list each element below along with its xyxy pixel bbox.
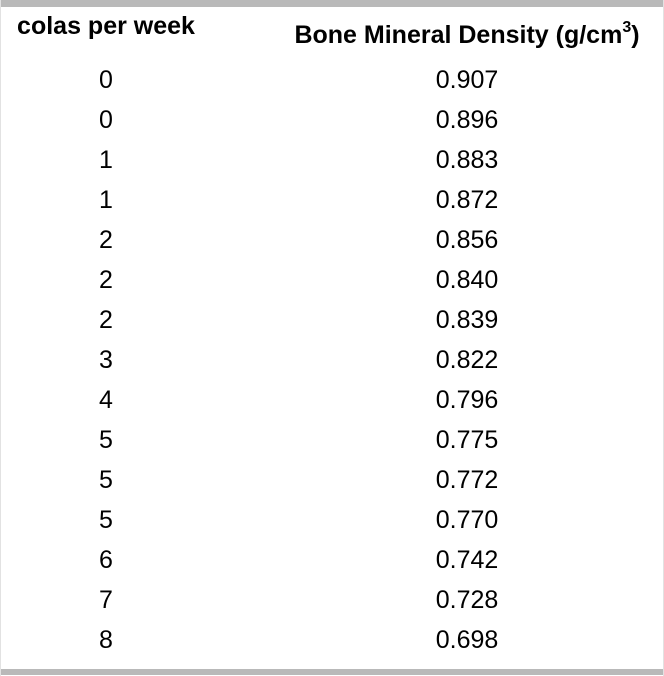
colas-per-week-value: 5 (99, 425, 113, 454)
bone-mineral-density-value: 0.698 (435, 625, 499, 654)
table-row: 7 0.728 (1, 580, 663, 620)
table-row: 2 0.856 (1, 220, 663, 260)
colas-per-week-value: 2 (99, 225, 113, 254)
bone-mineral-density-value: 0.883 (435, 145, 499, 174)
bone-mineral-density-value: 0.796 (435, 385, 499, 414)
table-body: 0 0.907 0 0.896 1 0.883 1 0.872 2 0.856 2 0.840 2 0.8… (1, 60, 663, 660)
table-row: 1 0.883 (1, 140, 663, 180)
bone-mineral-density-value: 0.839 (435, 305, 499, 334)
table-row: 3 0.822 (1, 340, 663, 380)
table-row: 1 0.872 (1, 180, 663, 220)
bottom-border-bar (1, 669, 663, 675)
table-row: 5 0.770 (1, 500, 663, 540)
header-row: colas per week Bone Mineral Density (g/c… (1, 7, 663, 60)
colas-per-week-value: 0 (99, 105, 113, 134)
colas-per-week-value: 8 (99, 625, 113, 654)
data-table: colas per week Bone Mineral Density (g/c… (1, 7, 663, 660)
bone-mineral-density-value: 0.872 (435, 185, 499, 214)
colas-per-week-label: colas per week (17, 12, 195, 40)
colas-per-week-value: 4 (99, 385, 113, 414)
table-row: 0 0.896 (1, 100, 663, 140)
colas-per-week-value: 7 (99, 585, 113, 614)
table-row: 5 0.775 (1, 420, 663, 460)
bone-mineral-density-value: 0.775 (435, 425, 499, 454)
table-row: 0 0.907 (1, 60, 663, 100)
bone-mineral-density-value: 0.907 (435, 65, 499, 94)
colas-per-week-value: 3 (99, 345, 113, 374)
column-header-colas-per-week: colas per week (1, 7, 211, 60)
bone-mineral-density-value: 0.742 (435, 545, 499, 574)
bmd-label-suffix: ) (631, 21, 640, 49)
table-header: colas per week Bone Mineral Density (g/c… (1, 7, 663, 60)
bmd-label-prefix: Bone Mineral Density (g/cm (294, 21, 623, 49)
table-row: 6 0.742 (1, 540, 663, 580)
bone-mineral-density-value: 0.840 (435, 265, 499, 294)
column-header-bone-mineral-density: Bone Mineral Density (g/cm3) (211, 7, 663, 60)
bone-mineral-density-value: 0.822 (435, 345, 499, 374)
table-row: 2 0.840 (1, 260, 663, 300)
table-row: 4 0.796 (1, 380, 663, 420)
table-row: 8 0.698 (1, 620, 663, 660)
table-row: 2 0.839 (1, 300, 663, 340)
bone-mineral-density-value: 0.896 (435, 105, 499, 134)
top-border-bar (1, 0, 663, 7)
colas-per-week-value: 1 (99, 185, 113, 214)
colas-per-week-value: 2 (99, 305, 113, 334)
colas-per-week-value: 5 (99, 505, 113, 534)
colas-per-week-value: 2 (99, 265, 113, 294)
bone-mineral-density-value: 0.770 (435, 505, 499, 534)
bone-mineral-density-value: 0.728 (435, 585, 499, 614)
bone-mineral-density-value: 0.772 (435, 465, 499, 494)
colas-per-week-value: 1 (99, 145, 113, 174)
colas-per-week-value: 5 (99, 465, 113, 494)
colas-per-week-value: 6 (99, 545, 113, 574)
bone-mineral-density-label: Bone Mineral Density (g/cm3) (294, 19, 640, 49)
bmd-label-superscript: 3 (622, 18, 632, 36)
table-row: 5 0.772 (1, 460, 663, 500)
bone-mineral-density-value: 0.856 (435, 225, 499, 254)
colas-per-week-value: 0 (99, 65, 113, 94)
